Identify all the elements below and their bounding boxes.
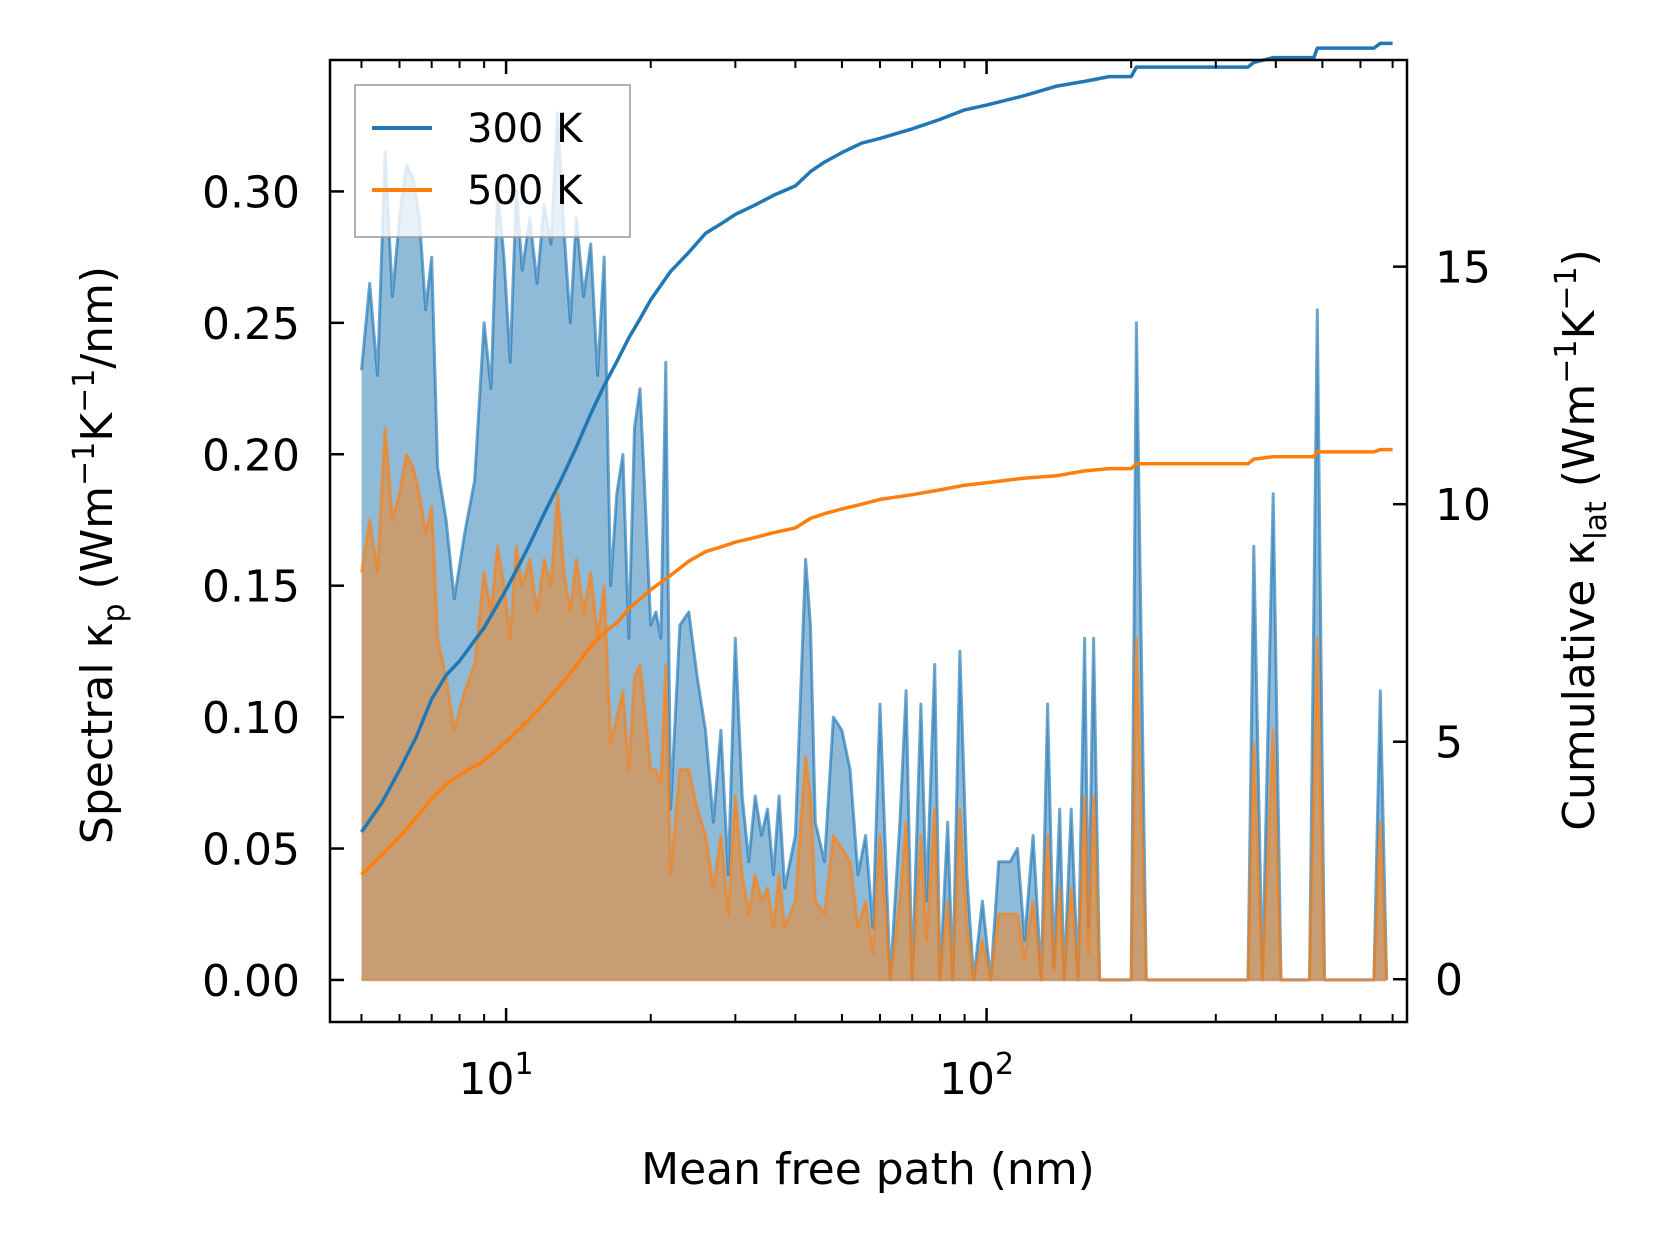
spectral-fill-1	[361, 428, 1387, 980]
y-left-tick-label: 0.10	[202, 693, 300, 744]
x-axis-title: Mean free path (nm)	[641, 1144, 1095, 1195]
y-right-tick-label: 15	[1435, 243, 1491, 294]
spectral-fills	[360, 111, 1389, 982]
y-right-tick-label: 10	[1435, 480, 1491, 531]
y-left-tick-label: 0.00	[202, 956, 300, 1007]
spectral-line-1	[360, 426, 1389, 982]
axis-ticks: 101 102 0.00 0.05 0.10 0.15 0.20 0.25 0.30 0 5 10 15	[202, 60, 1491, 1105]
y-left-tick-label: 0.30	[202, 167, 300, 218]
y-right-axis-title: Cumulative κlat (Wm−1K−1)	[1549, 249, 1614, 831]
legend-label-500k: 500 K	[467, 168, 584, 214]
spectral-line-0	[360, 111, 1389, 982]
y-left-tick-label: 0.15	[202, 562, 300, 613]
y-left-tick-label: 0.25	[202, 299, 300, 350]
x-tick-label: 101	[459, 1047, 534, 1105]
legend: 300 K 500 K	[354, 84, 631, 238]
y-left-tick-label: 0.05	[202, 825, 300, 876]
plot-frame	[328, 58, 1409, 1024]
y-right-tick-label: 5	[1435, 718, 1463, 769]
cumulative-line-1	[360, 447, 1393, 876]
legend-label-300k: 300 K	[467, 106, 584, 152]
y-right-tick-label: 0	[1435, 955, 1463, 1006]
x-tick-label: 102	[939, 1047, 1014, 1105]
y-left-tick-label: 0.20	[202, 430, 300, 481]
cumulative-line-0	[360, 41, 1393, 834]
series-lines	[360, 41, 1393, 876]
legend-box	[354, 84, 631, 238]
y-left-axis-title: Spectral κp (Wm−1K−1/nm)	[67, 266, 132, 844]
